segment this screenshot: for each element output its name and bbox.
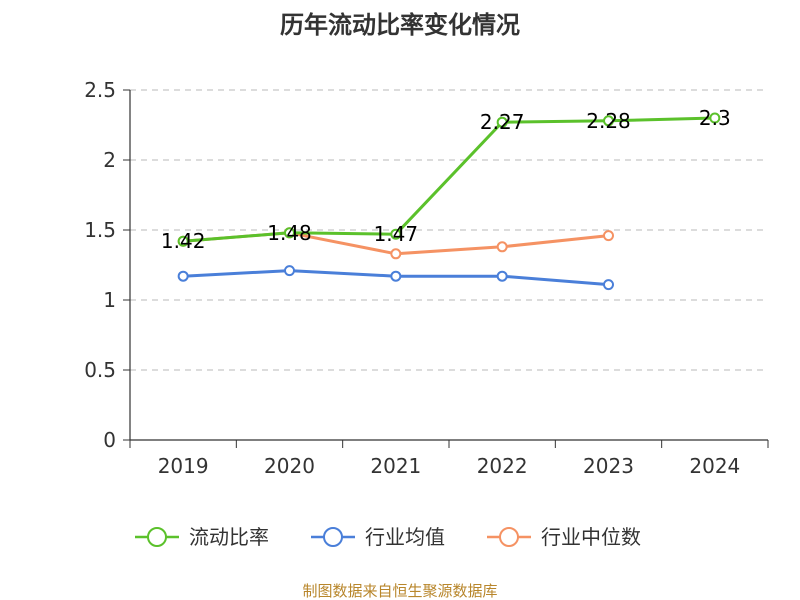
y-tick-label: 2 [103, 148, 116, 172]
y-tick-label: 1 [103, 288, 116, 312]
x-tick-label: 2023 [583, 454, 634, 478]
x-tick-label: 2019 [158, 454, 209, 478]
data-point[interactable] [284, 265, 295, 277]
source-note: 制图数据来自恒生聚源数据库 [302, 582, 497, 600]
x-tick-label: 2022 [477, 454, 528, 478]
legend-label: 行业均值 [365, 525, 445, 549]
legend-item[interactable]: 行业中位数 [487, 525, 641, 549]
data-point[interactable] [603, 115, 614, 127]
x-tick-label: 2021 [370, 454, 421, 478]
legend-item[interactable]: 流动比率 [135, 525, 269, 549]
x-tick-label: 2020 [264, 454, 315, 478]
axes: 0 0.5 1 1.5 2 2.5 2019 2020 2021 2022 2023 2024 [84, 78, 769, 478]
data-point[interactable] [390, 248, 402, 260]
data-point[interactable] [603, 230, 614, 242]
data-point[interactable] [709, 112, 721, 124]
data-point[interactable] [603, 279, 614, 291]
data-point[interactable] [390, 228, 402, 240]
y-tick-label: 0.5 [84, 358, 116, 382]
data-label: 2.3 [699, 106, 731, 130]
series-lines [177, 112, 721, 291]
data-point[interactable] [177, 235, 189, 247]
chart-title: 历年流动比率变化情况 [280, 11, 520, 39]
data-labels: 1.42 1.48 1.47 2.27 2.28 2.3 [161, 106, 731, 253]
data-point[interactable] [390, 270, 402, 282]
data-point[interactable] [177, 270, 189, 282]
x-tick-label: 2024 [689, 454, 740, 478]
y-tick-label: 0 [103, 428, 116, 452]
data-label: 1.48 [267, 221, 312, 245]
legend-item[interactable]: 行业均值 [311, 525, 445, 549]
data-point[interactable] [496, 116, 508, 128]
data-point[interactable] [496, 270, 508, 282]
data-label: 1.42 [161, 229, 206, 253]
grid-lines [130, 89, 768, 371]
legend-marker [323, 527, 343, 547]
data-label: 1.47 [374, 222, 419, 246]
legend-label: 流动比率 [189, 525, 269, 549]
y-tick-label: 2.5 [84, 78, 116, 102]
data-label: 2.28 [586, 109, 631, 133]
data-point[interactable] [284, 227, 295, 239]
y-tick-label: 1.5 [84, 218, 116, 242]
legend-marker [147, 527, 167, 547]
legend[interactable]: 流动比率 行业均值 行业中位数 [135, 525, 641, 549]
legend-label: 行业中位数 [541, 525, 641, 549]
data-point[interactable] [496, 241, 508, 253]
series-line [181, 116, 717, 243]
data-label: 2.27 [480, 110, 525, 134]
legend-marker [499, 527, 519, 547]
